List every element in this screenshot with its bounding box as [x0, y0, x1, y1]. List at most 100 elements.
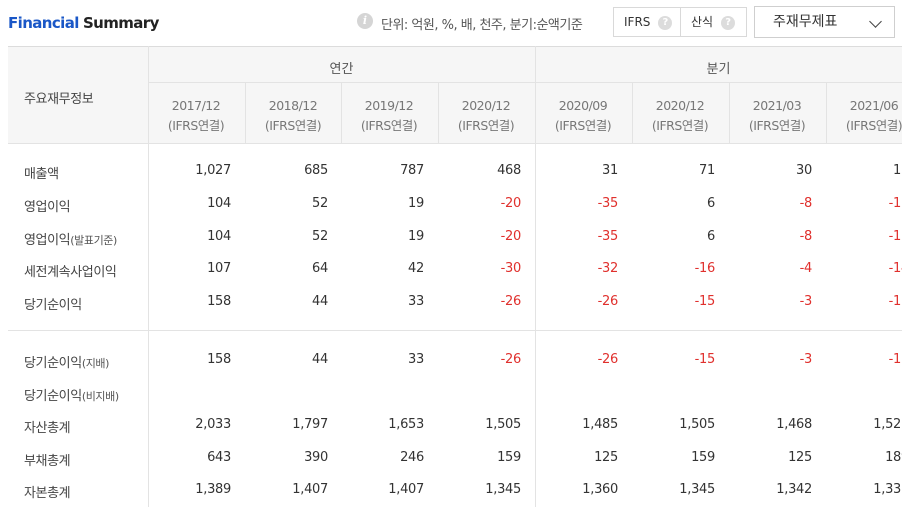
table-cell-value: -15 [888, 229, 902, 244]
table-cell-value: 13 [893, 163, 902, 178]
table-cell-value: 19 [408, 196, 424, 211]
row-label: 영업이익(발표기준) [24, 229, 117, 248]
row-label-text: 자산총계 [24, 421, 71, 436]
table-cell-value: 1,505 [679, 417, 715, 432]
table-cell-value: -26 [597, 352, 619, 367]
row-label-text: 부채총계 [24, 454, 71, 469]
column-header: 2017/12 (IFRS연결) [148, 96, 244, 136]
annual-divider [148, 46, 149, 507]
column-header: 2021/03 (IFRS연결) [729, 96, 825, 136]
ifrs-toggle[interactable]: IFRS? [613, 7, 681, 37]
group-annual: 연간 [329, 62, 354, 77]
table-cell-value: 6 [707, 196, 715, 211]
table-cell-value: -35 [597, 229, 619, 244]
table-cell-value: 125 [788, 450, 812, 465]
row-label-qualifier: (발표기준) [70, 234, 117, 247]
column-period: 2020/12 [655, 98, 705, 113]
row-label-text: 영업이익 [24, 200, 71, 215]
column-basis: (IFRS연결) [748, 118, 806, 133]
row-label-qualifier: (지배) [81, 357, 110, 370]
table-cell-value: -8 [799, 196, 813, 211]
table-cell-value: 787 [400, 163, 424, 178]
statement-type-select[interactable]: 주재무제표 [754, 6, 895, 38]
table-cell-value: 104 [207, 196, 231, 211]
column-basis: (IFRS연결) [457, 118, 515, 133]
quarter-divider [535, 46, 536, 507]
page-title: Financial Summary [8, 14, 159, 32]
table-cell-value: 1,027 [195, 163, 231, 178]
table-cell-value: 246 [400, 450, 424, 465]
table-cell-value: 1,407 [292, 482, 328, 497]
table-cell-value: 158 [207, 352, 231, 367]
table-cell-value: -20 [500, 229, 522, 244]
table-cell-value: -26 [500, 352, 522, 367]
table-cell-value: -3 [799, 294, 813, 309]
row-label-text: 매출액 [24, 167, 59, 182]
table-cell-value: 44 [312, 294, 328, 309]
column-basis: (IFRS연결) [167, 118, 225, 133]
table-cell-value: -8 [799, 229, 813, 244]
table-cell-value: 1,521 [873, 417, 902, 432]
table-cell-value: 52 [312, 196, 328, 211]
column-period: 2020/12 [461, 98, 511, 113]
group-header-line [148, 82, 902, 83]
header-bottom-line [8, 143, 902, 144]
row-label-text: 세전계속사업이익 [24, 265, 117, 280]
table-cell-value: 42 [408, 261, 424, 276]
table-cell-value: -11 [888, 352, 902, 367]
table-cell-value: 1,360 [582, 482, 618, 497]
formula-help-icon[interactable]: ? [721, 16, 736, 30]
column-header-divider [438, 83, 439, 143]
table-cell-value: -14 [888, 261, 902, 276]
table-cell-value: 1,505 [485, 417, 521, 432]
table-cell-value: -26 [500, 294, 522, 309]
table-cell-value: 1,468 [776, 417, 812, 432]
table-cell-value: 64 [312, 261, 328, 276]
column-period: 2017/12 [171, 98, 221, 113]
table-cell-value: 19 [408, 229, 424, 244]
column-basis: (IFRS연결) [651, 118, 709, 133]
row-label-text: 영업이익 [24, 233, 71, 248]
column-header: 2018/12 (IFRS연결) [245, 96, 341, 136]
chevron-down-icon [869, 15, 882, 28]
column-basis: (IFRS연결) [360, 118, 418, 133]
table-cell-value: -11 [888, 294, 902, 309]
row-label: 자본총계 [24, 482, 71, 501]
table-cell-value: 125 [594, 450, 618, 465]
column-period: 2021/03 [752, 98, 802, 113]
table-cell-value: 71 [699, 163, 715, 178]
table-cell-value: 159 [497, 450, 521, 465]
unit-note: 단위: 억원, %, 배, 천주, 분기:순액기준 [381, 18, 583, 33]
table-cell-value: 44 [312, 352, 328, 367]
table-cell-value: 1,331 [873, 482, 902, 497]
table-cell-value: 31 [602, 163, 618, 178]
column-period: 2021/06 [849, 98, 899, 113]
table-header [8, 46, 902, 144]
table-cell-value: 2,033 [195, 417, 231, 432]
table-cell-value: 158 [207, 294, 231, 309]
column-header-divider [826, 83, 827, 143]
formula-toggle[interactable]: 산식? [680, 7, 747, 37]
table-cell-value: 107 [207, 261, 231, 276]
row-label-text: 자본총계 [24, 486, 71, 501]
column-header: 2019/12 (IFRS연결) [341, 96, 437, 136]
row-label: 자산총계 [24, 417, 71, 436]
table-cell-value: 6 [707, 229, 715, 244]
table-cell-value: 1,345 [485, 482, 521, 497]
table-cell-value: 104 [207, 229, 231, 244]
table-cell-value: 1,653 [388, 417, 424, 432]
column-header-divider [632, 83, 633, 143]
column-period: 2018/12 [268, 98, 318, 113]
info-icon[interactable]: i [357, 13, 373, 29]
table-cell-value: 189 [885, 450, 902, 465]
ifrs-label: IFRS [624, 15, 651, 29]
title-summary: Summary [82, 14, 159, 32]
corner-label: 주요재무정보 [24, 92, 94, 107]
ifrs-help-icon[interactable]: ? [658, 16, 673, 30]
table-cell-value: 33 [408, 294, 424, 309]
row-label-text: 당기순이익 [24, 389, 82, 404]
table-cell-value: 33 [408, 352, 424, 367]
table-cell-value: -4 [799, 261, 813, 276]
row-label: 당기순이익 [24, 294, 82, 313]
column-header-divider [341, 83, 342, 143]
